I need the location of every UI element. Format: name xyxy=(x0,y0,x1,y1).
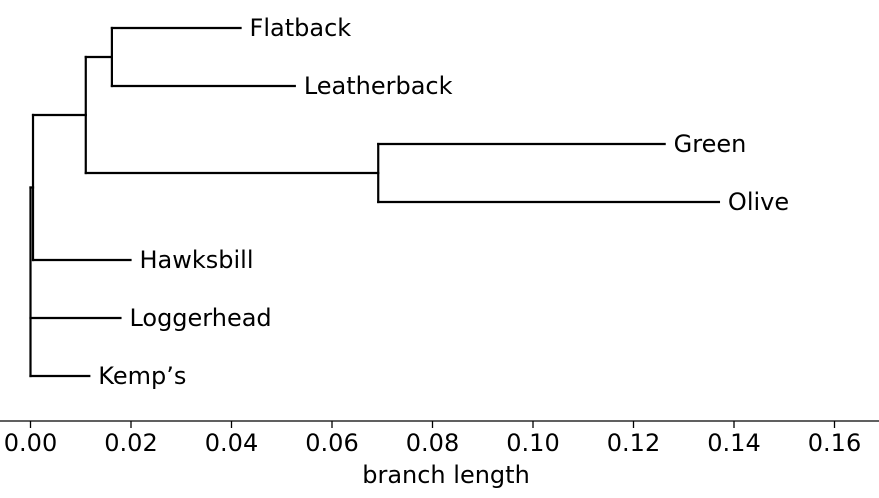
tree-branches xyxy=(29,26,721,378)
x-axis: 0.00 0.02 0.04 0.06 0.08 0.10 0.12 0.14 0.16 bra… xyxy=(0,420,879,489)
x-tick-label-0.04: 0.04 xyxy=(205,429,258,457)
leaf-label-hawksbill: Hawksbill xyxy=(139,246,253,274)
x-tick-label-0.10: 0.10 xyxy=(506,429,559,457)
x-tick-label-0.02: 0.02 xyxy=(104,429,157,457)
x-tick-label-0.12: 0.12 xyxy=(607,429,660,457)
leaf-label-green: Green xyxy=(674,130,747,158)
x-tick-label-0.14: 0.14 xyxy=(707,429,760,457)
x-tick-label-0.16: 0.16 xyxy=(808,429,861,457)
leaf-labels: Flatback Leatherback Green Olive Hawksbill Lo… xyxy=(98,14,789,390)
x-axis-title: branch length xyxy=(362,461,530,489)
x-tick-label-0.08: 0.08 xyxy=(406,429,459,457)
leaf-label-loggerhead: Loggerhead xyxy=(129,304,271,332)
x-tick-label-0.00: 0.00 xyxy=(4,429,57,457)
leaf-label-olive: Olive xyxy=(728,188,789,216)
x-axis-ticks: 0.00 0.02 0.04 0.06 0.08 0.10 0.12 0.14 0.16 xyxy=(4,421,861,457)
leaf-label-kemp-s: Kemp’s xyxy=(98,362,186,390)
x-tick-label-0.06: 0.06 xyxy=(305,429,358,457)
leaf-label-leatherback: Leatherback xyxy=(304,72,453,100)
leaf-label-flatback: Flatback xyxy=(250,14,352,42)
